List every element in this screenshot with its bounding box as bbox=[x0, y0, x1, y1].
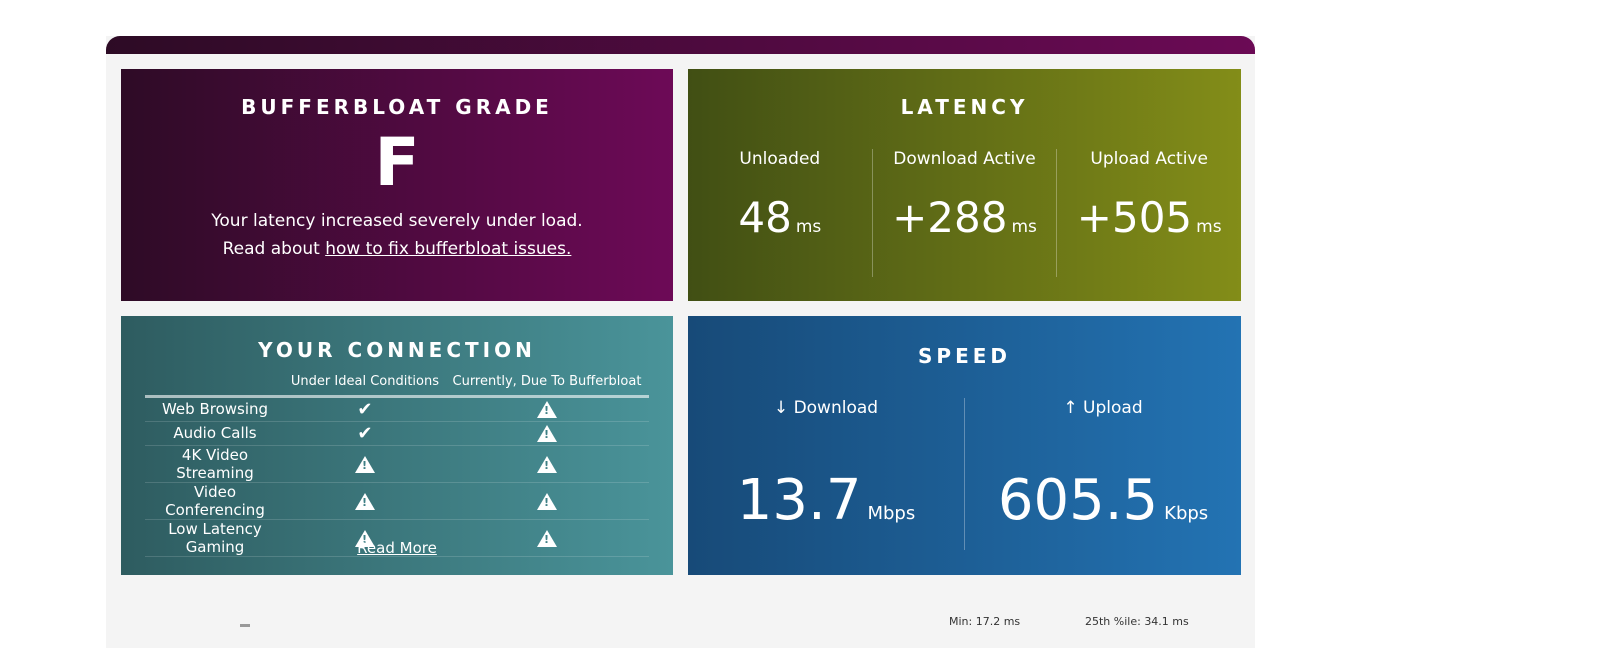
latency-unit: ms bbox=[1011, 217, 1037, 237]
latency-unit: ms bbox=[1196, 217, 1222, 237]
col-ideal: Under Ideal Conditions bbox=[285, 374, 445, 398]
download-unit: Mbps bbox=[867, 503, 916, 524]
connection-row: Video Conferencing bbox=[145, 482, 649, 520]
upload-label: ↑ Upload bbox=[1063, 398, 1143, 418]
latency-label: Unloaded bbox=[739, 149, 821, 169]
warning-icon bbox=[354, 530, 375, 547]
check-icon: ✔ bbox=[357, 398, 373, 420]
connection-card: YOUR CONNECTION Under Ideal Conditions Cu… bbox=[121, 316, 673, 575]
read-about-text: Read about bbox=[222, 239, 320, 259]
chart-marker bbox=[240, 624, 250, 627]
row-label: Web Browsing bbox=[145, 396, 285, 422]
upload-value: 605.5 bbox=[997, 468, 1159, 533]
row-label: Video Conferencing bbox=[145, 482, 285, 520]
latency-download-active: Download Active +288 ms bbox=[871, 149, 1057, 277]
warning-icon bbox=[536, 401, 557, 419]
warning-icon bbox=[354, 493, 375, 510]
speed-title: SPEED bbox=[918, 344, 1011, 368]
check-icon: ✔ bbox=[357, 422, 373, 444]
fix-bufferbloat-link[interactable]: how to fix bufferbloat issues. bbox=[325, 239, 572, 259]
warning-icon bbox=[536, 456, 557, 473]
read-more-link[interactable]: Read More bbox=[357, 539, 437, 557]
stat-25th-percentile: 25th %ile: 34.1 ms bbox=[1085, 615, 1189, 628]
grade-value: F bbox=[374, 124, 420, 201]
connection-row: Web Browsing ✔ bbox=[145, 396, 649, 422]
latency-value: +288 bbox=[892, 193, 1008, 242]
stat-min: Min: 17.2 ms bbox=[949, 615, 1021, 628]
row-label: 4K Video Streaming bbox=[145, 445, 285, 483]
grade-read-about: Read about how to fix bufferbloat issues… bbox=[121, 239, 673, 259]
latency-label: Upload Active bbox=[1090, 149, 1208, 169]
upload-unit: Kbps bbox=[1164, 503, 1209, 524]
connection-row: 4K Video Streaming bbox=[145, 445, 649, 483]
warning-icon bbox=[536, 530, 557, 547]
row-label: Low Latency Gaming bbox=[145, 519, 285, 557]
latency-unit: ms bbox=[795, 217, 822, 237]
latency-label: Download Active bbox=[893, 149, 1036, 169]
latency-upload-active: Upload Active +505 ms bbox=[1056, 149, 1241, 277]
grade-title: BUFFERBLOAT GRADE bbox=[241, 95, 553, 119]
latency-card: LATENCY Unloaded 48 ms Download Active +288… bbox=[688, 69, 1241, 301]
connection-row: Audio Calls ✔ bbox=[145, 421, 649, 446]
results-container: BUFFERBLOAT GRADE F Your latency increas… bbox=[106, 36, 1255, 648]
grade-description: Your latency increased severely under lo… bbox=[211, 211, 583, 231]
latency-title: LATENCY bbox=[900, 95, 1029, 119]
latency-value: 48 bbox=[738, 193, 792, 242]
latency-unloaded: Unloaded 48 ms bbox=[688, 149, 872, 277]
warning-icon bbox=[536, 493, 557, 510]
header-bar bbox=[106, 36, 1255, 54]
warning-icon bbox=[354, 456, 375, 473]
warning-icon bbox=[536, 425, 557, 443]
latency-value: +505 bbox=[1076, 193, 1193, 242]
row-label: Audio Calls bbox=[145, 421, 285, 446]
speed-card: SPEED ↓ Download 13.7 Mbps ↑ Upload 605.5 Kb… bbox=[688, 316, 1241, 575]
download-value: 13.7 bbox=[736, 468, 862, 533]
speed-upload: ↑ Upload 605.5 Kbps bbox=[964, 398, 1241, 550]
bufferbloat-grade-card: BUFFERBLOAT GRADE F Your latency increas… bbox=[121, 69, 673, 301]
connection-title: YOUR CONNECTION bbox=[258, 338, 536, 362]
connection-row: Low Latency Gaming bbox=[145, 519, 649, 557]
download-label: ↓ Download bbox=[773, 398, 879, 418]
connection-table: Under Ideal Conditions Currently, Due To … bbox=[145, 374, 649, 557]
col-current: Currently, Due To Bufferbloat bbox=[444, 374, 649, 398]
speed-download: ↓ Download 13.7 Mbps bbox=[688, 398, 964, 550]
